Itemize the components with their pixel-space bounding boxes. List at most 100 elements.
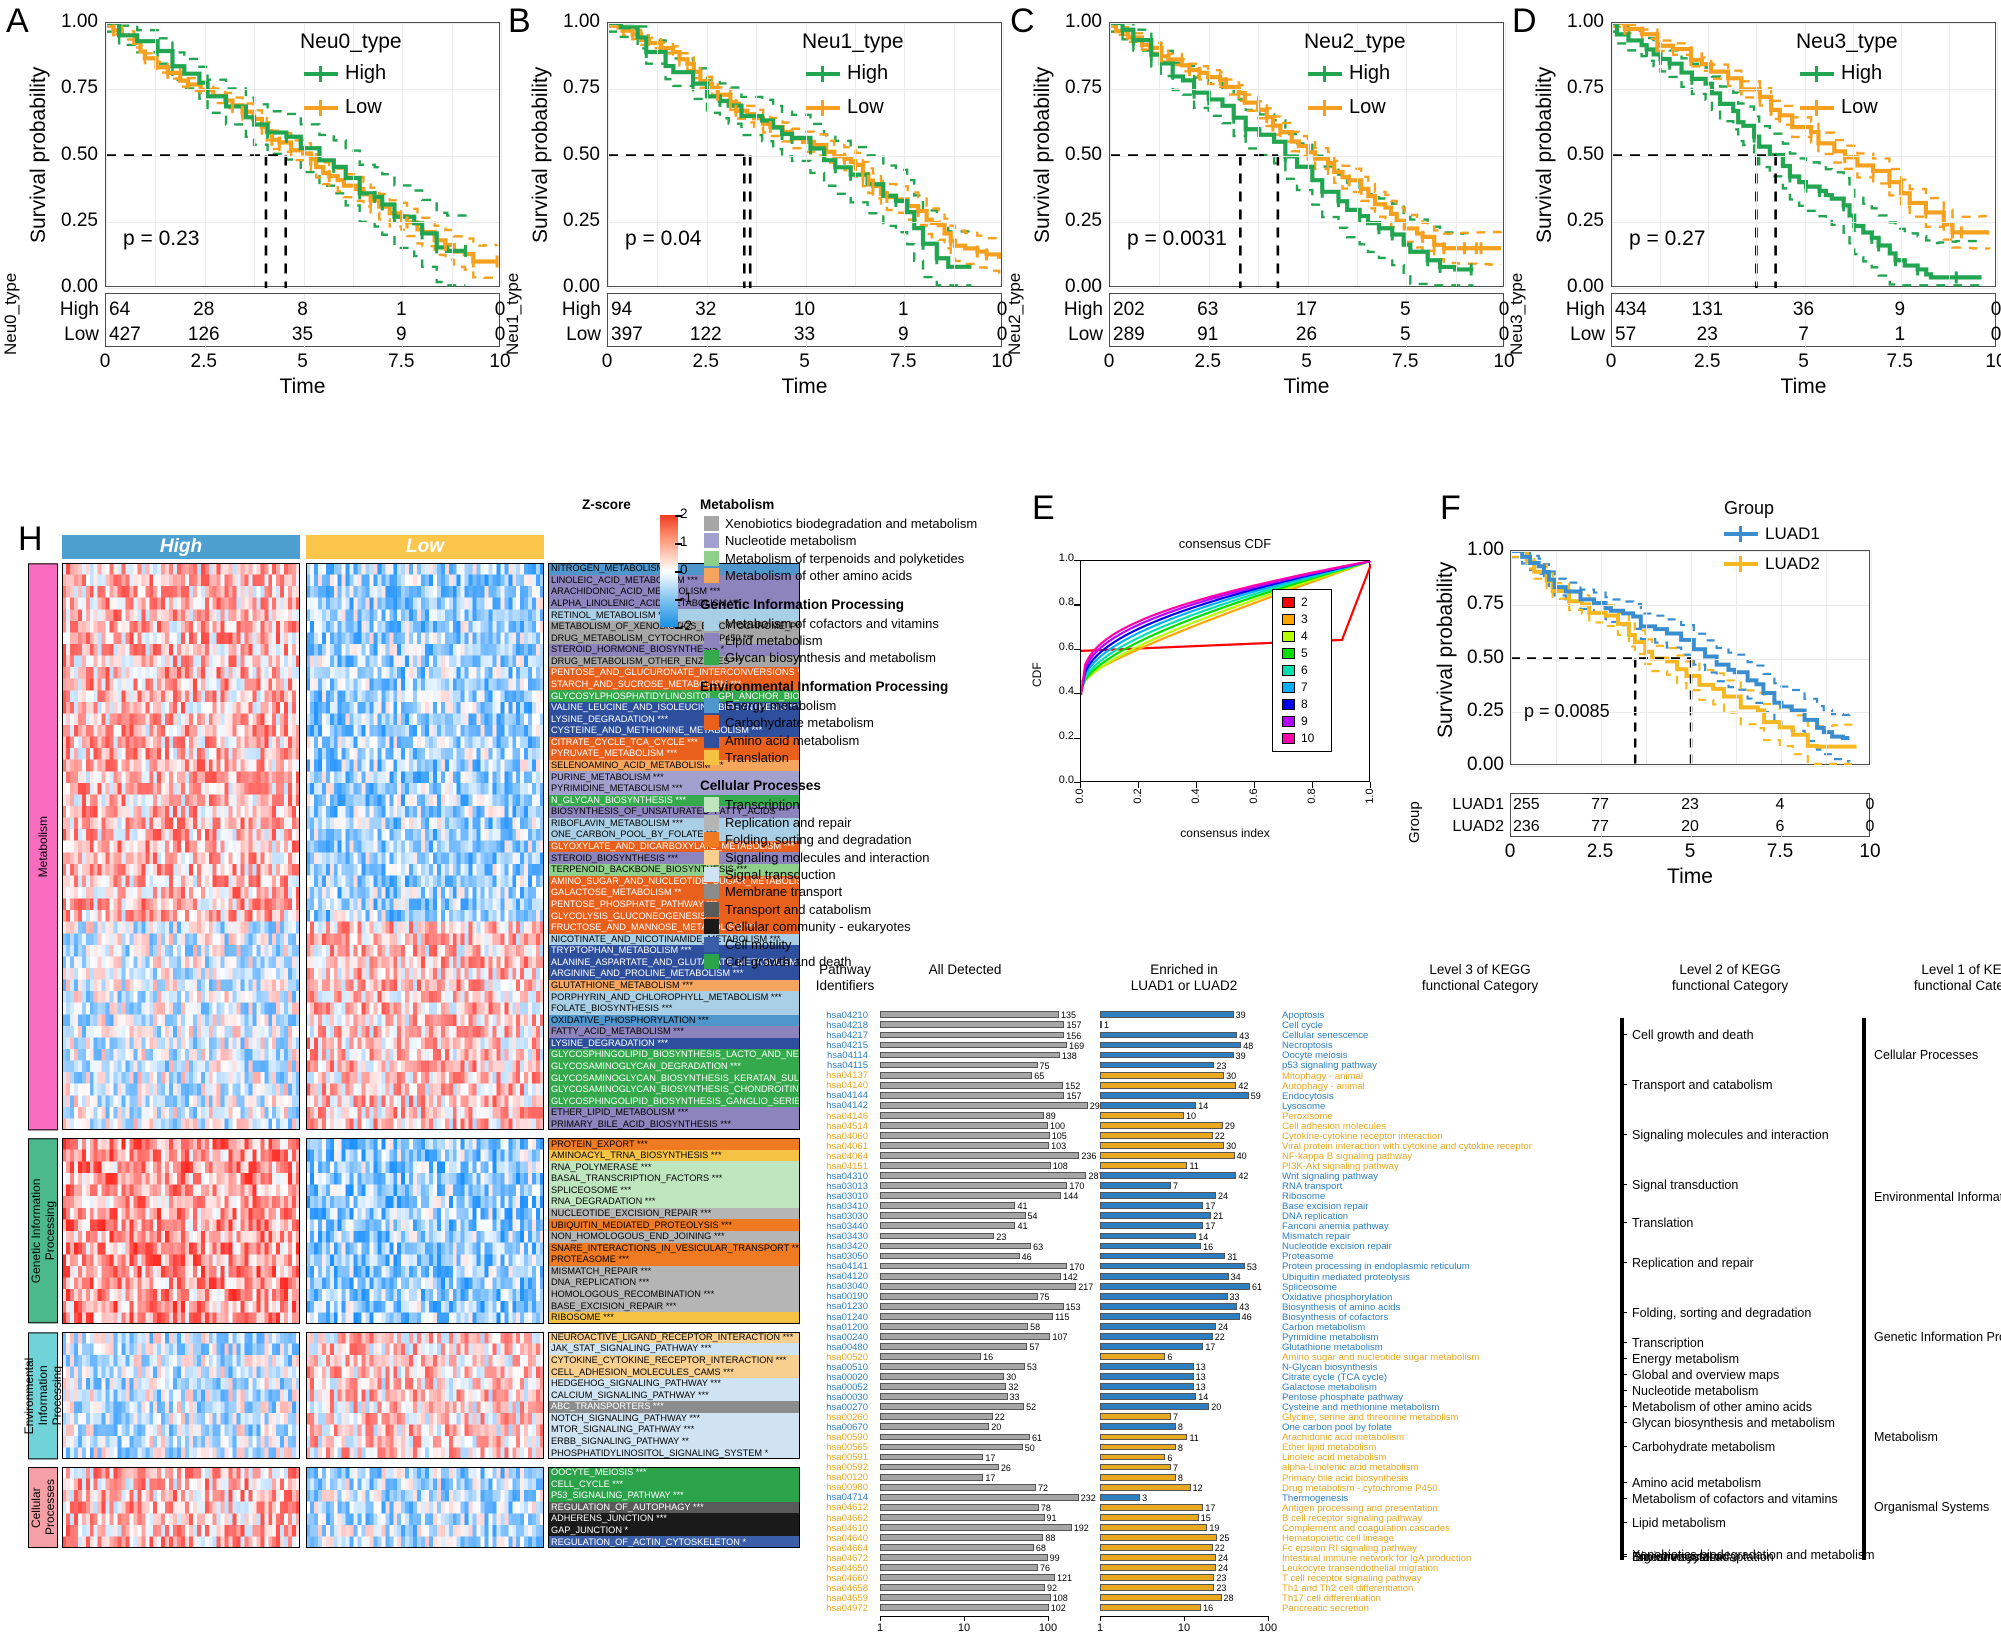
legend-group-title-2: Environmental Information Processing (700, 678, 949, 694)
heatmap-row-label: PENTOSE_AND_GLUCURONATE_INTERCONVERSIONS… (548, 667, 800, 679)
panelG-enriched-value: 6 (1167, 1452, 1173, 1463)
panelG-all-value: 297 (1089, 1100, 1105, 1111)
risk-cell-D-1-1: 23 (1696, 324, 1718, 345)
panelE-ytick-5: 1.0 (1058, 552, 1074, 564)
panelG-pathway-name: Drug metabolism - cytochrome P450 (1282, 1482, 1438, 1494)
risk-cell-A-0-4: 0 (494, 299, 506, 320)
panelG-axis-tickmark (1268, 1616, 1270, 1621)
heatmap-row-label: PYRIMIDINE_METABOLISM *** (548, 782, 800, 795)
heatmap-canvas-3-high (62, 1466, 300, 1548)
panelE-xtickmark-2 (1196, 782, 1198, 788)
panelE-ytick-2: 0.4 (1058, 685, 1074, 698)
heatmap-row-label: LYSINE_DEGRADATION *** (548, 713, 800, 726)
panelE-legend-label: 3 (1301, 612, 1308, 626)
panelG-enriched-value: 42 (1238, 1171, 1249, 1182)
panelG-enriched-bar (1100, 1282, 1250, 1290)
heatmap-row-label: BASAL_TRANSCRIPTION_FACTORS *** (548, 1173, 800, 1185)
km-gridlines-D (1612, 23, 1998, 289)
panelG-pathway-name: Viral protein interaction with cytokine … (1282, 1140, 1532, 1152)
panelG-pathway-name: RNA transport (1282, 1181, 1343, 1193)
legend-swatch (704, 550, 719, 566)
risk-cell-D-0-4: 0 (1990, 299, 2001, 320)
panelG-pathway-id: hsa04064 (826, 1150, 868, 1162)
heatmap-row-label: DNA_REPLICATION *** (548, 1277, 800, 1289)
panelG-enriched-value: 17 (1205, 1342, 1216, 1353)
legend-item-label: Carbohydrate metabolism (725, 715, 874, 731)
panelG-pathway-id: hsa04218 (826, 1020, 868, 1032)
heatmap-row-label: PRIMARY_BILE_ACID_BIOSYNTHESIS *** (548, 1118, 800, 1131)
panelG-enriched-bar (1100, 1343, 1204, 1350)
panelG-enriched-value: 22 (1214, 1131, 1225, 1141)
panelG-enriched-value: 15 (1200, 1512, 1211, 1523)
panelF-risk-cell-1-3: 6 (1775, 818, 1785, 835)
panelE-ytick-3: 0.6 (1058, 640, 1074, 653)
panelG-enriched-value: 12 (1192, 1482, 1203, 1493)
panelG-pathway-id: hsa00120 (826, 1472, 868, 1484)
panelG-enriched-bar (1100, 1162, 1188, 1169)
panelG-enriched-bar (1100, 1021, 1102, 1029)
heatmap-row-label: SNARE_INTERACTIONS_IN_VESICULAR_TRANSPOR… (548, 1242, 800, 1255)
heatmap-canvas-1-low (306, 1138, 544, 1324)
risk-cell-B-1-2: 33 (793, 324, 816, 345)
panelG-all-bar (880, 1212, 1026, 1220)
panelG-all-bar (880, 1534, 1044, 1541)
panelG-all-value: 153 (1065, 1301, 1081, 1312)
panelF-xlabel: Time (1667, 865, 1713, 888)
panelG-all-bar (880, 1443, 1023, 1451)
km-ytick-D-4: 0.00 (1567, 276, 1604, 297)
panelG-pathway-name: Mismatch repair (1282, 1231, 1351, 1243)
panelG-all-value: 135 (1060, 1010, 1076, 1021)
panelF-risk-rowlabel-1: LUAD2 (1452, 818, 1504, 835)
km-xlabel-D: Time (1780, 375, 1827, 398)
panelG-all-value: 41 (1017, 1201, 1028, 1212)
panel-letter-a: A (6, 2, 29, 40)
km-xtick-D-1: 2.5 (1694, 351, 1721, 372)
panelG-enriched-value: 29 (1224, 1120, 1235, 1131)
panelG-enriched-value: 8 (1177, 1472, 1183, 1483)
panelG-all-value: 107 (1052, 1332, 1068, 1342)
panelG-all-bar (880, 1373, 1005, 1381)
panelG-enriched-value: 11 (1189, 1161, 1199, 1172)
panelG-enriched-bar (1100, 1574, 1215, 1582)
panelG-pathway-name: Necroptosis (1282, 1040, 1333, 1052)
km-ytick-A-3: 0.25 (61, 209, 98, 231)
panel-letter-h: H (18, 520, 43, 558)
legend-item-label: Amino acid metabolism (725, 732, 860, 748)
panelE-xtickmark-3 (1254, 782, 1256, 788)
legend-swatch (704, 919, 719, 935)
panelE-legend-item-9: 9 (1282, 714, 1308, 728)
panelG-pathway-id: hsa03013 (826, 1180, 868, 1192)
km-xtick-D-3: 7.5 (1886, 351, 1913, 372)
panelF-risk-table (1510, 793, 1870, 838)
panelG-pathway-name: B cell receptor signaling pathway (1282, 1512, 1423, 1524)
panelG-all-value: 157 (1066, 1020, 1082, 1031)
panelF-legend-swatch (1724, 556, 1758, 572)
panelG-level2-item: Energy metabolism (1632, 1352, 1739, 1366)
panelF-risk-cell-1-0: 236 (1513, 818, 1540, 835)
panelG-enriched-value: 10 (1186, 1110, 1197, 1121)
panel-letter-d: D (1512, 2, 1537, 40)
panelG-pathway-name: Linoleic acid metabolism (1282, 1452, 1387, 1464)
panelG-all-bar (880, 1182, 1068, 1190)
panelF-legend-LUAD1: LUAD1 (1724, 524, 1820, 544)
panelG-enriched-bar (1100, 1192, 1216, 1200)
km-plot-A (105, 22, 502, 289)
panelG-pathway-name: Cysteine and methionine metabolism (1282, 1402, 1440, 1414)
risk-cell-D-0-1: 131 (1691, 299, 1724, 320)
risk-rowlabel-B-0: High (561, 299, 601, 320)
heatmap-row-label: GAP_JUNCTION * (548, 1524, 800, 1537)
km-legend-label: Low (847, 96, 884, 118)
heatmap-row-label: LYSINE_DEGRADATION *** (548, 1037, 800, 1050)
panelE-xtick-2: 0.4 (1190, 788, 1202, 804)
km-ytick-B-3: 0.25 (563, 209, 600, 231)
panelF-ytick-4: 0.00 (1467, 754, 1504, 775)
panelE-xtick-4: 0.8 (1306, 788, 1318, 804)
panelG-enriched-bar (1100, 1212, 1212, 1220)
panelG-enriched-value: 53 (1246, 1261, 1257, 1272)
km-pvalue-A: p = 0.23 (123, 227, 200, 251)
panelG-pathway-id: hsa03050 (826, 1251, 868, 1263)
panelG-pathway-id: hsa04151 (826, 1160, 868, 1172)
panelG-all-value: 217 (1078, 1281, 1094, 1292)
zscore-tick-0: 2 (680, 506, 688, 521)
panelG-all-value: 53 (1026, 1362, 1037, 1373)
